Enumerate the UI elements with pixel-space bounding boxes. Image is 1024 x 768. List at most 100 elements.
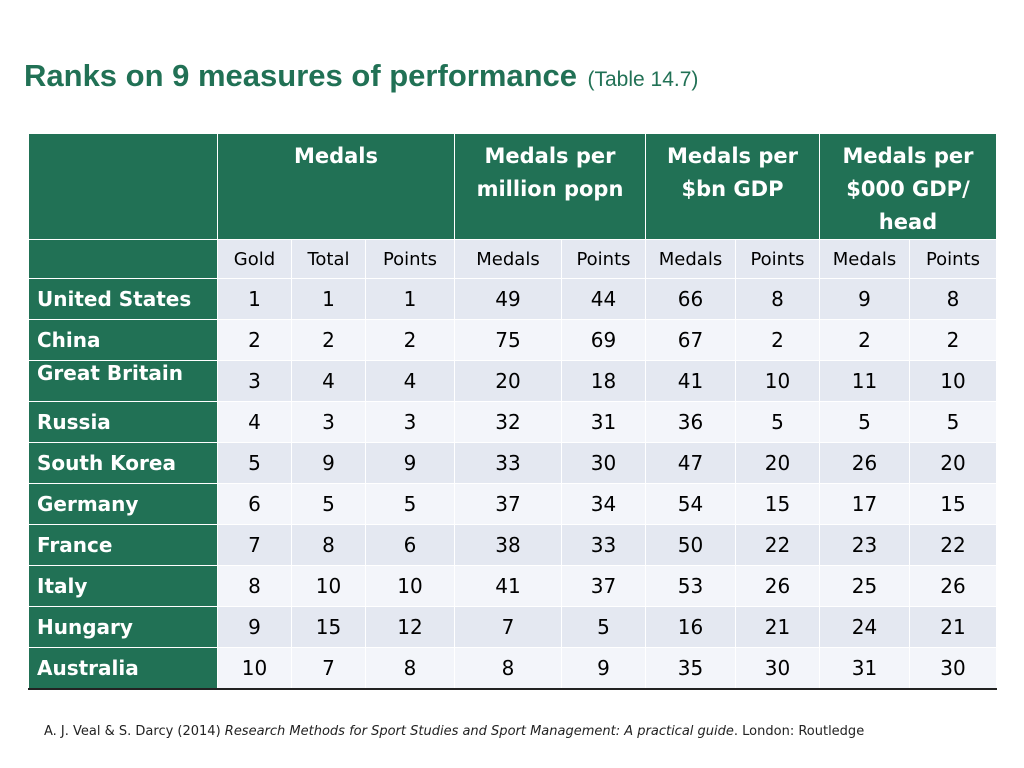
- rank-cell: 2: [819, 319, 910, 361]
- rank-cell: 3: [365, 401, 455, 443]
- rank-cell: 10: [909, 360, 997, 402]
- table-row: Germany 6 5 5 37 34 54 15 17 15: [28, 483, 997, 525]
- rank-cell: 20: [909, 442, 997, 484]
- rank-cell: 21: [735, 606, 820, 648]
- rank-cell: 9: [365, 442, 455, 484]
- rank-cell: 2: [291, 319, 366, 361]
- rank-cell: 37: [454, 483, 562, 525]
- rank-cell: 10: [291, 565, 366, 607]
- rank-cell: 6: [217, 483, 292, 525]
- rank-cell: 32: [454, 401, 562, 443]
- country-label: Australia: [28, 647, 218, 690]
- rank-cell: 8: [909, 278, 997, 320]
- rank-cell: 31: [561, 401, 646, 443]
- country-label: United States: [28, 278, 218, 320]
- table-row: Italy 8 10 10 41 37 53 26 25 26: [28, 565, 997, 607]
- rank-cell: 66: [645, 278, 736, 320]
- rank-cell: 37: [561, 565, 646, 607]
- rank-cell: 21: [909, 606, 997, 648]
- page-title-main: Ranks on 9 measures of performance: [24, 58, 578, 93]
- rank-cell: 2: [217, 319, 292, 361]
- rank-cell: 15: [735, 483, 820, 525]
- rank-cell: 25: [819, 565, 910, 607]
- country-label: France: [28, 524, 218, 566]
- rank-cell: 5: [819, 401, 910, 443]
- rank-cell: 11: [819, 360, 910, 402]
- country-label: China: [28, 319, 218, 361]
- table-row: France 7 8 6 38 33 50 22 23 22: [28, 524, 997, 566]
- subheader-cell: Medals: [819, 239, 910, 279]
- group-header-medals-per-bn-gdp: Medals per $bn GDP: [645, 133, 820, 240]
- rank-cell: 5: [291, 483, 366, 525]
- subheader-corner-cell: [28, 239, 218, 279]
- country-label: Hungary: [28, 606, 218, 648]
- rank-cell: 2: [735, 319, 820, 361]
- rank-cell: 15: [909, 483, 997, 525]
- rank-cell: 1: [217, 278, 292, 320]
- rank-cell: 1: [365, 278, 455, 320]
- subheader-cell: Total: [291, 239, 366, 279]
- rank-cell: 3: [217, 360, 292, 402]
- rank-cell: 38: [454, 524, 562, 566]
- ranks-table: Medals Medals per million popn Medals pe…: [28, 133, 997, 690]
- rank-cell: 41: [454, 565, 562, 607]
- rank-cell: 7: [454, 606, 562, 648]
- rank-cell: 5: [735, 401, 820, 443]
- rank-cell: 20: [735, 442, 820, 484]
- table-row: South Korea 5 9 9 33 30 47 20 26 20: [28, 442, 997, 484]
- rank-cell: 7: [217, 524, 292, 566]
- subheader-cell: Points: [561, 239, 646, 279]
- rank-cell: 33: [454, 442, 562, 484]
- rank-cell: 8: [365, 647, 455, 690]
- rank-cell: 24: [819, 606, 910, 648]
- rank-cell: 54: [645, 483, 736, 525]
- country-label: Russia: [28, 401, 218, 443]
- table-row: Hungary 9 15 12 7 5 16 21 24 21: [28, 606, 997, 648]
- country-label: Germany: [28, 483, 218, 525]
- rank-cell: 26: [735, 565, 820, 607]
- rank-cell: 23: [819, 524, 910, 566]
- source-citation: A. J. Veal & S. Darcy (2014) Research Me…: [44, 724, 864, 739]
- rank-cell: 15: [291, 606, 366, 648]
- rank-cell: 75: [454, 319, 562, 361]
- rank-cell: 4: [365, 360, 455, 402]
- rank-cell: 5: [561, 606, 646, 648]
- rank-cell: 17: [819, 483, 910, 525]
- citation-publisher: . London: Routledge: [733, 724, 865, 739]
- rank-cell: 22: [909, 524, 997, 566]
- rank-cell: 69: [561, 319, 646, 361]
- rank-cell: 30: [909, 647, 997, 690]
- rank-cell: 50: [645, 524, 736, 566]
- rank-cell: 67: [645, 319, 736, 361]
- header-corner-cell: [28, 133, 218, 240]
- rank-cell: 9: [217, 606, 292, 648]
- subheader-row: Gold Total Points Medals Points Medals P…: [28, 239, 997, 279]
- rank-cell: 31: [819, 647, 910, 690]
- rank-cell: 3: [291, 401, 366, 443]
- rank-cell: 36: [645, 401, 736, 443]
- rank-cell: 26: [909, 565, 997, 607]
- citation-book-title: Research Methods for Sport Studies and S…: [224, 724, 734, 739]
- rank-cell: 10: [735, 360, 820, 402]
- rank-cell: 22: [735, 524, 820, 566]
- rank-cell: 8: [217, 565, 292, 607]
- rank-cell: 34: [561, 483, 646, 525]
- rank-cell: 4: [217, 401, 292, 443]
- citation-authors: A. J. Veal & S. Darcy (2014): [44, 724, 225, 739]
- rank-cell: 8: [454, 647, 562, 690]
- rank-cell: 10: [365, 565, 455, 607]
- rank-cell: 18: [561, 360, 646, 402]
- table-row: United States 1 1 1 49 44 66 8 9 8: [28, 278, 997, 320]
- subheader-cell: Medals: [454, 239, 562, 279]
- rank-cell: 5: [217, 442, 292, 484]
- rank-cell: 9: [819, 278, 910, 320]
- rank-cell: 35: [645, 647, 736, 690]
- rank-cell: 2: [909, 319, 997, 361]
- subheader-cell: Gold: [217, 239, 292, 279]
- rank-cell: 5: [365, 483, 455, 525]
- rank-cell: 30: [561, 442, 646, 484]
- rank-cell: 10: [217, 647, 292, 690]
- country-label: South Korea: [28, 442, 218, 484]
- table-row: Australia 10 7 8 8 9 35 30 31 30: [28, 647, 997, 690]
- group-header-row: Medals Medals per million popn Medals pe…: [28, 133, 997, 240]
